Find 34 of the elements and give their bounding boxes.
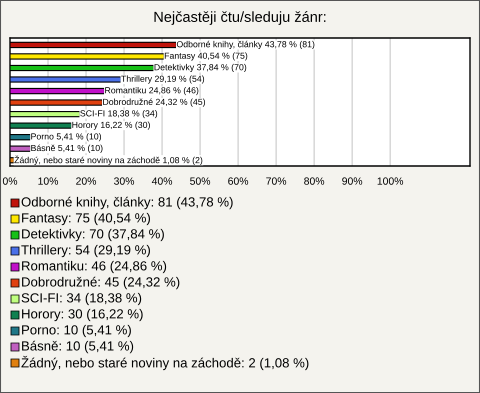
category-label: Fantasy 40,54 % (75) xyxy=(164,52,248,61)
category-label: Odborné knihy, články 43,78 % (81) xyxy=(176,40,314,50)
category-label: SCI-FI 18,38 % (34) xyxy=(80,110,158,118)
category-label: Romantiku 24,86 % (46) xyxy=(105,86,198,96)
category-label: Dobrodružné 24,32 % (45) xyxy=(103,98,206,107)
category-label: Porno 5,41 % (10) xyxy=(31,133,102,142)
category-label: Detektivky 37,84 % (70) xyxy=(154,64,246,72)
category-label: Thrillery 29,19 % (54) xyxy=(121,75,204,84)
text: Horory: 30 (16,22 %) xyxy=(22,308,143,322)
x-tick-label: 40% xyxy=(152,177,172,185)
text: Žádný, nebo staré noviny na záchodě: 2 (1,08 %) xyxy=(21,356,308,370)
text: Porno: 10 (5,41 %) xyxy=(22,324,131,338)
category-label: Básně 5,41 % (10) xyxy=(31,144,102,153)
x-tick-label: 70% xyxy=(266,177,286,185)
x-tick-label: 90% xyxy=(342,177,362,185)
text: Odborné knihy, články: 81 (43,78 %) xyxy=(22,196,233,210)
x-tick-label: 10% xyxy=(38,177,58,185)
text: Detektivky: 70 (37,84 %) xyxy=(22,228,164,242)
category-label: Horory 16,22 % (30) xyxy=(72,122,150,130)
category-label: Žádný, nebo staré noviny na záchodě 1,08 % (2) xyxy=(14,156,202,165)
x-tick-label: 30% xyxy=(114,177,134,185)
text: Dobrodružné: 45 (24,32 %) xyxy=(22,276,180,290)
x-tick-label: 20% xyxy=(76,177,96,185)
text: Básně: 10 (5,41 %) xyxy=(22,340,134,354)
x-tick-label: 50% xyxy=(190,177,210,185)
chart-title: Nejčastěji čtu/sleduju žánr: xyxy=(154,11,326,25)
x-tick-label: 60% xyxy=(228,177,248,185)
x-tick-label: 0% xyxy=(2,177,18,185)
text: Romantiku: 46 (24,86 %) xyxy=(22,260,166,274)
x-tick-label: 100% xyxy=(378,177,404,185)
text: Thrillery: 54 (29,19 %) xyxy=(21,244,150,258)
x-tick-label: 80% xyxy=(304,177,324,185)
text: SCI-FI: 34 (18,38 %) xyxy=(22,292,142,306)
text: Fantasy: 75 (40,54 %) xyxy=(22,212,150,226)
